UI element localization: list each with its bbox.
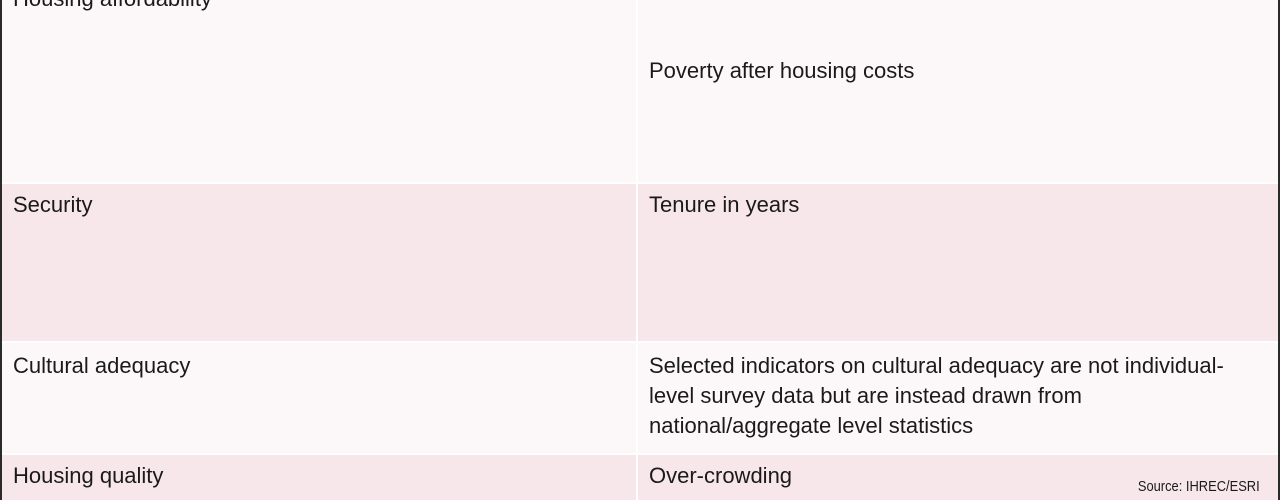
dimension-cell: Housing quality: [2, 455, 636, 500]
indicator-cell: Tenure in years: [638, 184, 1278, 341]
table-row: Housing quality Over-crowding: [2, 455, 1278, 500]
indicator-label: Poverty after housing costs: [649, 58, 915, 83]
table-row: Security Tenure in years: [2, 184, 1278, 341]
indicator-cell: Over-crowding: [638, 455, 1278, 500]
dimension-label: Housing quality: [13, 463, 164, 488]
indicator-label: Selected indicators on cultural adequacy…: [649, 353, 1224, 438]
dimension-cell: Cultural adequacy: [2, 343, 636, 453]
table-row: Housing affordability Poverty after hous…: [2, 0, 1278, 182]
source-caption: Source: IHREC/ESRI: [1138, 478, 1260, 495]
table-right-border: [1278, 0, 1280, 500]
dimension-label: Housing affordability: [13, 0, 212, 14]
dimension-cell: Housing affordability: [2, 0, 636, 182]
indicator-cell: Poverty after housing costs: [638, 0, 1278, 182]
dimension-cell: Security: [2, 184, 636, 341]
table-left-border: [0, 0, 2, 500]
dimension-label: Cultural adequacy: [13, 353, 191, 378]
table-row: Cultural adequacy Selected indicators on…: [2, 343, 1278, 453]
indicator-cell: Selected indicators on cultural adequacy…: [638, 343, 1278, 453]
indicator-label: Tenure in years: [649, 192, 800, 217]
dimension-label: Security: [13, 192, 93, 217]
indicator-label: Over-crowding: [649, 463, 793, 488]
